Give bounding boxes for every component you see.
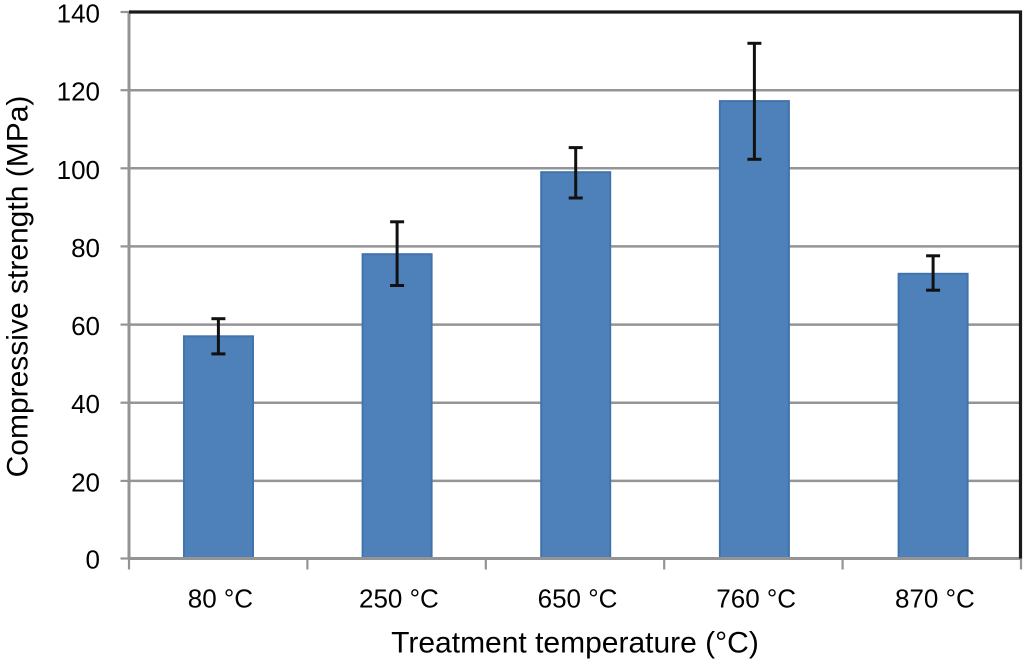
svg-text:40: 40 bbox=[71, 389, 100, 419]
svg-text:760 °C: 760 °C bbox=[716, 584, 796, 614]
svg-text:650 °C: 650 °C bbox=[538, 584, 618, 614]
svg-text:870 °C: 870 °C bbox=[895, 584, 975, 614]
svg-text:140: 140 bbox=[57, 0, 100, 29]
svg-text:80: 80 bbox=[71, 233, 100, 263]
svg-text:80 °C: 80 °C bbox=[188, 584, 253, 614]
svg-text:100: 100 bbox=[57, 155, 100, 185]
svg-text:250 °C: 250 °C bbox=[359, 584, 439, 614]
svg-text:120: 120 bbox=[57, 77, 100, 107]
svg-text:20: 20 bbox=[71, 467, 100, 497]
svg-text:Treatment temperature (°C): Treatment temperature (°C) bbox=[391, 627, 759, 660]
svg-text:0: 0 bbox=[86, 545, 100, 575]
svg-text:60: 60 bbox=[71, 311, 100, 341]
svg-text:Compressive strength (MPa): Compressive strength (MPa) bbox=[2, 96, 35, 478]
